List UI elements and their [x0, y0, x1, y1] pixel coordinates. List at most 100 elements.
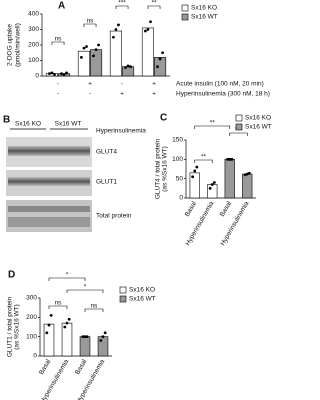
legend-swatch [119, 295, 127, 303]
significance-label: ns [87, 18, 95, 25]
significance-bracket [51, 41, 65, 45]
bar [189, 172, 200, 199]
panel-label: B [3, 115, 10, 126]
y-tick-label: 100 [26, 333, 37, 340]
x-tick-label: Basal [219, 200, 233, 218]
x-tick-label: Basal [38, 358, 52, 376]
significance-bracket [83, 23, 97, 27]
x-tick-label: Basal [74, 358, 88, 376]
significance-bracket [147, 5, 161, 9]
legend-label: Sx16 WT [191, 14, 218, 21]
data-point [49, 314, 53, 317]
condition-sign: - [57, 91, 59, 98]
data-point [45, 331, 49, 335]
data-point [191, 175, 195, 179]
row-label: GLUT4 [96, 149, 117, 156]
significance-bracket [194, 125, 231, 129]
data-point [103, 331, 107, 335]
legend-label: Sx16 KO [245, 115, 271, 122]
significance-bracket [48, 305, 68, 309]
legend-swatch [235, 114, 243, 122]
condition-label: Hyperinsulinemia (300 nM, 18 h) [176, 91, 270, 98]
row-label: Total protein [96, 213, 132, 220]
data-point [65, 71, 68, 75]
bar [77, 50, 91, 77]
data-point [65, 321, 69, 325]
condition-sign: + [88, 81, 92, 88]
y-axis-label: GLUT1 / total protein [7, 296, 14, 357]
y-axis-label: (pmol/min/well) [15, 23, 22, 67]
y-tick-label: 0 [33, 353, 37, 360]
significance-label: ns [55, 36, 63, 43]
significance-bracket [84, 308, 104, 312]
data-point [50, 71, 54, 75]
y-tick-label: 150 [172, 137, 183, 144]
data-point [126, 64, 130, 68]
data-point [245, 172, 249, 176]
data-point [85, 45, 88, 48]
y-tick-label: 100 [28, 57, 39, 64]
data-point [112, 35, 115, 39]
significance-label: ** [201, 154, 207, 161]
significance-bracket [66, 289, 104, 293]
y-tick-label: 200 [26, 314, 37, 321]
legend-label: Sx16 WT [245, 124, 272, 131]
data-point [226, 157, 230, 161]
bar [109, 30, 123, 77]
data-point [146, 28, 150, 31]
data-point [85, 335, 89, 339]
data-point [230, 157, 234, 161]
data-point [212, 181, 216, 184]
y-tick-label: 400 [28, 11, 39, 18]
y-tick-label: 200 [28, 42, 39, 49]
data-point [53, 73, 56, 76]
data-point [48, 72, 51, 76]
bar [242, 173, 253, 199]
data-point [161, 51, 164, 55]
data-point [195, 165, 199, 169]
legend-swatch [181, 13, 189, 21]
data-point [114, 28, 118, 31]
legend-swatch [181, 4, 189, 12]
condition-label: Hyperinsulinemia [96, 128, 146, 135]
bar [79, 336, 91, 357]
data-point [62, 73, 66, 76]
significance-bracket [48, 277, 86, 281]
y-tick-label: 0 [179, 195, 183, 202]
data-point [228, 157, 232, 161]
legend-label: Sx16 KO [191, 5, 217, 12]
y-axis-label: (as %Sx16 WT) [14, 304, 21, 350]
x-tick-label: Basal [184, 200, 198, 218]
significance-label: * [66, 272, 69, 279]
condition-sign: + [152, 81, 156, 88]
legend-label: Sx16 WT [129, 296, 156, 303]
condition-sign: - [89, 91, 91, 98]
data-point [158, 57, 162, 61]
data-point [208, 186, 212, 190]
data-point [129, 65, 132, 69]
y-axis-label: (as %Sx16 WT) [162, 146, 169, 192]
condition-label: Acute insulin (100 nM, 20 min) [176, 81, 264, 88]
data-point [67, 317, 71, 321]
significance-label: ns [91, 303, 99, 310]
data-point [193, 169, 197, 173]
bar [153, 57, 167, 77]
y-tick-label: 300 [26, 295, 37, 302]
data-point [81, 335, 85, 339]
blot-band [8, 206, 90, 212]
data-point [101, 335, 105, 339]
significance-bracket [194, 159, 213, 163]
data-point [117, 23, 120, 27]
condition-sign: + [120, 91, 124, 98]
panel-label: C [160, 113, 167, 124]
data-point [97, 43, 100, 47]
y-tick-label: 0 [35, 73, 39, 80]
legend-label: Sx16 KO [129, 287, 155, 294]
y-axis-label: 2-DOG uptake [7, 24, 14, 66]
data-point [99, 339, 103, 342]
data-point [210, 183, 214, 186]
bar [97, 336, 109, 357]
blot-band [8, 177, 90, 186]
y-axis-label: GLUT4 / total protein [155, 138, 162, 199]
